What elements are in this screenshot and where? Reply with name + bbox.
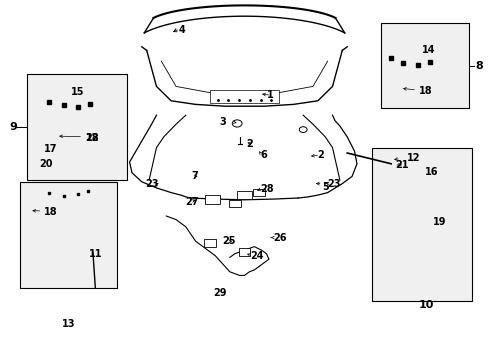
Text: 21: 21	[394, 160, 408, 170]
Text: 26: 26	[272, 233, 286, 243]
Bar	[237, 191, 251, 199]
Text: 9: 9	[10, 122, 18, 132]
Text: 23: 23	[327, 179, 341, 189]
Text: 20: 20	[39, 159, 53, 169]
Text: 18: 18	[44, 207, 58, 217]
Bar	[20, 182, 117, 288]
Text: 10: 10	[418, 300, 433, 310]
Text: 12: 12	[406, 153, 420, 163]
Bar	[210, 90, 278, 103]
Bar	[27, 74, 127, 180]
Text: 1: 1	[266, 90, 273, 100]
Text: 19: 19	[432, 217, 446, 228]
Text: 28: 28	[260, 184, 273, 194]
Bar	[381, 23, 468, 108]
Bar	[204, 239, 216, 247]
Text: 29: 29	[213, 288, 226, 298]
Text: 25: 25	[222, 236, 236, 246]
Text: 2: 2	[316, 150, 323, 160]
Text: 8: 8	[474, 60, 482, 71]
Text: 17: 17	[44, 144, 58, 154]
Text: 15: 15	[70, 87, 84, 97]
Text: 11: 11	[88, 249, 102, 259]
Text: 6: 6	[260, 150, 266, 160]
Bar	[371, 148, 471, 301]
Text: 5: 5	[321, 182, 328, 192]
Text: 23: 23	[145, 179, 159, 189]
Bar	[238, 248, 250, 256]
Text: 18: 18	[418, 86, 431, 96]
Text: 16: 16	[424, 167, 437, 177]
Bar	[205, 195, 220, 204]
Text: 2: 2	[246, 139, 253, 149]
Text: 22: 22	[85, 132, 99, 143]
Text: 27: 27	[184, 197, 198, 207]
Bar	[253, 189, 264, 196]
Bar	[228, 200, 240, 207]
Text: 14: 14	[421, 45, 434, 55]
Text: 18: 18	[85, 132, 99, 143]
Text: 7: 7	[191, 171, 198, 181]
Text: 24: 24	[250, 251, 264, 261]
Text: 13: 13	[61, 319, 75, 329]
Text: 4: 4	[178, 24, 185, 35]
Text: 3: 3	[219, 117, 225, 127]
